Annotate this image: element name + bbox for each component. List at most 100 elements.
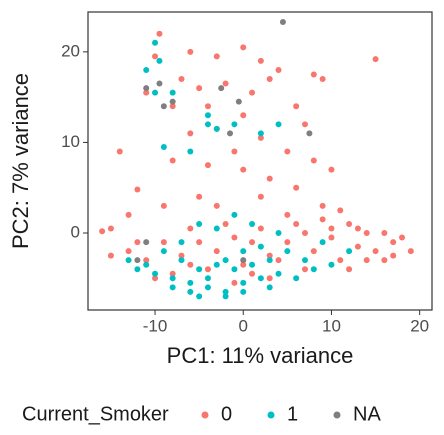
- point: [143, 261, 150, 268]
- point: [152, 53, 159, 60]
- point: [222, 293, 229, 300]
- point: [235, 98, 242, 105]
- point: [372, 248, 379, 255]
- point: [187, 288, 194, 295]
- point: [257, 193, 264, 200]
- point: [346, 266, 353, 273]
- point: [231, 121, 238, 128]
- legend-marker: [333, 411, 341, 419]
- point: [407, 248, 414, 255]
- point: [156, 80, 163, 87]
- point: [328, 261, 335, 268]
- point: [196, 266, 203, 273]
- point: [187, 130, 194, 137]
- point: [240, 261, 247, 268]
- point: [143, 257, 150, 264]
- x-axis-title: PC1: 11% variance: [167, 343, 354, 368]
- point: [160, 143, 167, 150]
- point: [204, 103, 211, 110]
- point: [284, 211, 291, 218]
- point: [196, 239, 203, 246]
- point: [218, 85, 225, 92]
- y-tick-label: 10: [61, 132, 80, 151]
- point: [143, 85, 150, 92]
- x-tick-label: 20: [410, 316, 429, 335]
- point: [143, 89, 150, 96]
- point: [310, 248, 317, 255]
- point: [240, 248, 247, 255]
- point: [204, 121, 211, 128]
- point: [337, 207, 344, 214]
- point: [284, 248, 291, 255]
- point: [222, 220, 229, 227]
- point: [187, 261, 194, 268]
- legend-label: 1: [287, 403, 298, 425]
- point: [152, 89, 159, 96]
- point: [319, 216, 326, 223]
- point: [169, 284, 176, 291]
- point: [143, 239, 150, 246]
- point: [213, 53, 220, 60]
- point: [134, 186, 141, 193]
- point: [143, 66, 150, 73]
- point: [293, 103, 300, 110]
- point: [381, 230, 388, 237]
- y-axis-title: PC2: 7% variance: [8, 73, 33, 249]
- point: [213, 261, 220, 268]
- point: [116, 148, 123, 155]
- point: [319, 239, 326, 246]
- point: [152, 270, 159, 277]
- point: [125, 211, 132, 218]
- point: [346, 220, 353, 227]
- point: [354, 243, 361, 250]
- point: [266, 76, 273, 83]
- point: [160, 202, 167, 209]
- point: [178, 239, 185, 246]
- point: [275, 230, 282, 237]
- point: [231, 211, 238, 218]
- point: [222, 80, 229, 87]
- point: [249, 239, 256, 246]
- point: [231, 234, 238, 241]
- point: [337, 257, 344, 264]
- point: [231, 148, 238, 155]
- point: [240, 279, 247, 286]
- point: [293, 275, 300, 282]
- legend: Current_Smoker 0 1 NA: [22, 403, 381, 425]
- point: [222, 257, 229, 264]
- point: [310, 157, 317, 164]
- point: [196, 85, 203, 92]
- point: [266, 175, 273, 182]
- point: [328, 225, 335, 232]
- point: [284, 148, 291, 155]
- point: [125, 248, 132, 255]
- point: [257, 134, 264, 141]
- point: [204, 284, 211, 291]
- point: [257, 225, 264, 232]
- point: [213, 248, 220, 255]
- point: [301, 121, 308, 128]
- x-tick-label: -10: [143, 316, 168, 335]
- point: [249, 220, 256, 227]
- point: [204, 112, 211, 119]
- point: [196, 220, 203, 227]
- point: [319, 202, 326, 209]
- point: [204, 275, 211, 282]
- point: [257, 275, 264, 282]
- point: [213, 202, 220, 209]
- point: [390, 252, 397, 259]
- point: [249, 261, 256, 268]
- point: [107, 252, 114, 259]
- point: [204, 266, 211, 273]
- point: [196, 193, 203, 200]
- point: [257, 243, 264, 250]
- point: [266, 284, 273, 291]
- point: [257, 130, 264, 137]
- point: [266, 257, 273, 264]
- point: [222, 288, 229, 295]
- point: [306, 130, 313, 137]
- point: [178, 257, 185, 264]
- point: [156, 57, 163, 64]
- point: [266, 275, 273, 282]
